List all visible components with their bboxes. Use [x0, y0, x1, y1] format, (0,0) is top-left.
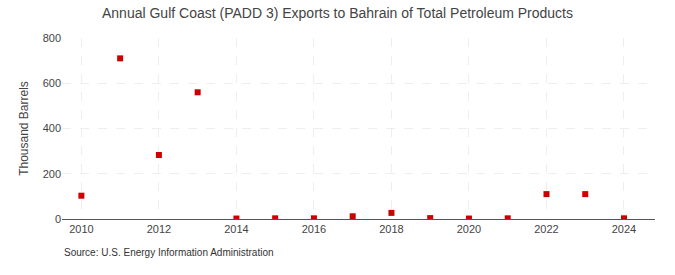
svg-text:2014: 2014: [224, 223, 248, 235]
svg-text:800: 800: [43, 32, 61, 44]
svg-text:2024: 2024: [612, 223, 636, 235]
svg-text:2016: 2016: [302, 223, 326, 235]
svg-text:Source: U.S. Energy Informatio: Source: U.S. Energy Information Administ…: [64, 247, 274, 258]
svg-text:600: 600: [43, 77, 61, 89]
svg-text:2018: 2018: [379, 223, 403, 235]
svg-text:Thousand Barrels: Thousand Barrels: [17, 81, 31, 176]
svg-text:2010: 2010: [69, 223, 93, 235]
svg-text:400: 400: [43, 122, 61, 134]
svg-text:2020: 2020: [457, 223, 481, 235]
svg-text:0: 0: [55, 213, 61, 225]
svg-text:200: 200: [43, 168, 61, 180]
svg-text:2022: 2022: [534, 223, 558, 235]
svg-text:2012: 2012: [147, 223, 171, 235]
svg-text:Annual Gulf Coast (PADD 3) Exp: Annual Gulf Coast (PADD 3) Exports to Ba…: [102, 5, 573, 21]
